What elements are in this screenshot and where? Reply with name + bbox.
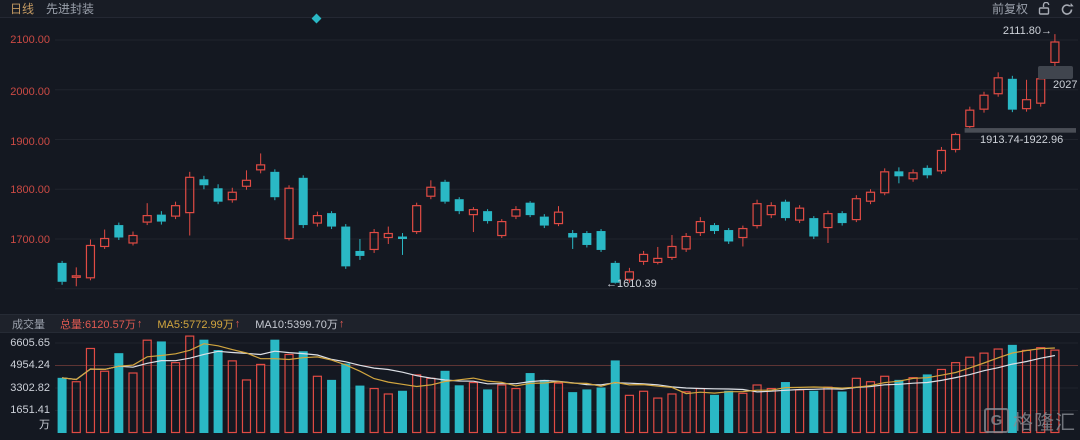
volume-axis-tick: 1651.41 — [10, 404, 50, 416]
volume-pane-title: 成交量 — [12, 318, 45, 331]
volume-axis-tick: 3302.82 — [10, 382, 50, 394]
volume-ma5-up-arrow: ↑ — [234, 317, 241, 330]
volume-axis-tick: 4954.24 — [10, 359, 50, 371]
price-axis-tick: 2100.00 — [10, 34, 50, 46]
period-high-annotation: 2111.80→ — [1002, 25, 1052, 37]
brand-logo-icon: G — [984, 408, 1009, 433]
volume-ma10-up-arrow: ↑ — [338, 317, 345, 330]
volume-axis-tick: 6605.65 — [10, 337, 50, 349]
brand-name: 格隆汇 — [1013, 412, 1076, 434]
chart-header: 日线 先进封装 前复权 — [0, 0, 1080, 18]
volume-ma5-value: MA5:5772.99万 — [157, 318, 234, 331]
timeframe-label[interactable]: 日线 — [10, 2, 35, 16]
period-low-annotation: ←1610.39 — [606, 278, 657, 290]
volume-total-up-arrow: ↑ — [136, 317, 143, 330]
price-axis-tick: 1800.00 — [10, 184, 50, 196]
gap-range-annotation: 1913.74-1922.96 — [980, 134, 1064, 146]
price-axis-tick: 1900.00 — [10, 136, 50, 148]
last-price-badge — [1038, 66, 1073, 79]
price-adjust-mode-button[interactable]: 前复权 — [991, 2, 1028, 16]
volume-total-value: 总量:6120.57万 — [60, 318, 136, 331]
volume-axis-unit: 万 — [39, 419, 50, 431]
chart-title-group: 日线 先进封装 — [0, 0, 94, 17]
volume-ma10-value: MA10:5399.70万 — [255, 318, 338, 331]
volume-legend-bar: 成交量 总量:6120.57万 ↑ MA5:5772.99万 ↑ MA10:53… — [0, 314, 1080, 333]
last-price-label: 2027 — [1053, 79, 1078, 91]
price-axis-tick: 2000.00 — [10, 86, 50, 98]
reset-refresh-icon[interactable] — [1060, 2, 1074, 15]
price-axis-tick: 1700.00 — [10, 234, 50, 246]
unlock-icon[interactable] — [1037, 1, 1051, 15]
brand-watermark: G 格隆汇 — [984, 406, 1076, 435]
symbol-name: 先进封装 — [46, 2, 95, 16]
